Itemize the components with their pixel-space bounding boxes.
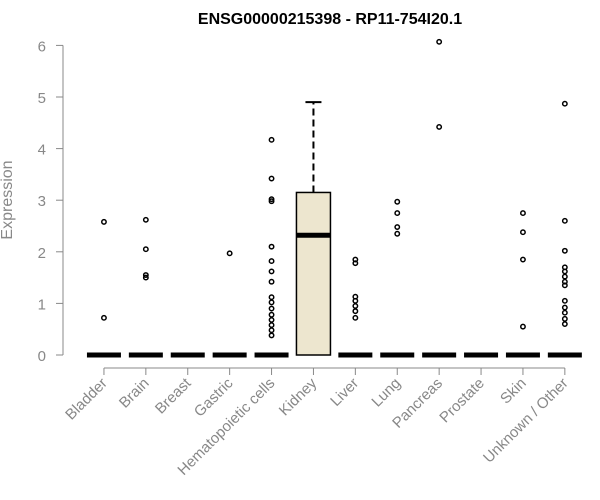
outlier-point [561,278,568,285]
outlier-point [101,218,107,225]
outlier-point [268,278,275,285]
outlier-point [142,272,149,278]
outlier-point [394,198,401,205]
outlier-point [561,282,568,289]
outlier-point [268,311,275,318]
outlier-point [561,217,568,224]
outlier-point [520,229,526,236]
x-tick-label: Lung [368,375,404,411]
y-tick-label: 0 [38,348,46,365]
outlier-point [561,100,568,107]
outlier-point [352,308,359,315]
outlier-point [268,316,275,323]
x-tick-label: Skin [497,375,530,408]
outlier-point [142,246,149,253]
outlier-point [101,314,107,321]
x-tick-label: Bladder [62,375,111,424]
box-bladder [86,218,121,358]
outlier-point [142,274,149,281]
outlier-point [394,210,401,217]
outlier-point [561,273,568,280]
outlier-point [268,258,275,265]
outlier-point [352,260,359,267]
y-tick-label: 6 [38,38,46,55]
outlier-point [352,256,359,263]
outlier-point [268,198,275,205]
outlier-point [268,294,275,301]
outlier-point [352,314,359,321]
box-brain [128,216,163,358]
y-axis-label: Expression [0,160,16,239]
outlier-point [352,293,359,300]
x-tick-label: Brain [116,375,153,412]
outlier-point [561,264,568,271]
outlier-point [561,321,568,327]
x-tick-label: Breast [152,374,195,417]
x-tick-label: Liver [327,375,362,410]
box-kidney [295,101,332,356]
iqr-box [295,191,332,356]
outlier-point [394,230,401,237]
outlier-point [268,243,275,250]
box-liver [338,256,373,358]
outlier-point [561,297,568,304]
outlier-point [436,38,443,45]
y-tick-label: 1 [38,296,46,313]
y-tick-label: 4 [38,142,46,159]
outlier-point [352,303,359,309]
outlier-point [268,268,275,275]
box-unknown-other [547,100,582,358]
chart-title: ENSG00000215398 - RP11-754I20.1 [198,11,462,28]
outlier-point [268,305,275,312]
box-gastric [212,250,247,358]
x-tick-label: Kidney [276,374,321,419]
outlier-point [520,323,526,330]
outlier-point [561,315,568,322]
y-tick-label: 3 [38,193,46,210]
outlier-point [142,216,149,223]
outlier-point [268,327,275,334]
box-hematopoietic-cells [254,136,289,358]
y-tick-label: 5 [38,90,46,107]
x-tick-label: Prostate [436,375,488,427]
outlier-point [226,250,233,257]
outlier-point [436,123,443,130]
outlier-point [561,309,568,316]
box-pancreas [422,38,457,358]
outlier-point [561,247,568,254]
outlier-point [268,196,275,203]
outlier-point [268,299,275,306]
y-tick-label: 2 [38,245,46,262]
outlier-point [394,224,401,230]
outlier-point [268,175,275,182]
box-series [86,38,582,358]
outlier-point [520,256,526,263]
box-lung [380,198,415,358]
y-axis: 0 1 2 3 4 5 6 [38,38,64,365]
outlier-point [561,304,568,311]
outlier-point [268,136,275,143]
outlier-point [268,322,275,329]
outlier-point [520,210,526,217]
box-skin [505,210,540,358]
outlier-point [268,332,275,339]
